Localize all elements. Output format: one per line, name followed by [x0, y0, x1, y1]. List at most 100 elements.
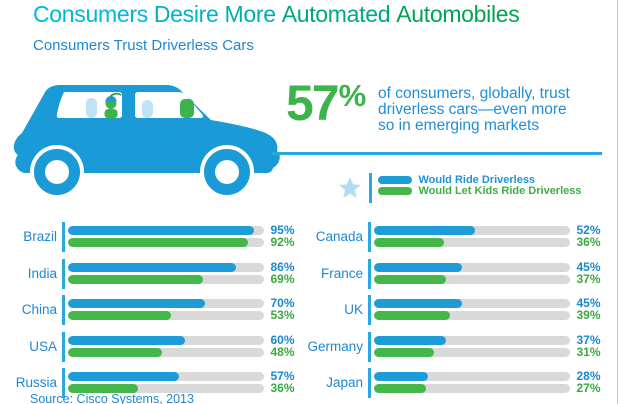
country-label: Japan: [326, 375, 363, 390]
bar-line: 57%: [67, 370, 295, 382]
bar-track: [373, 311, 570, 320]
bar-track: [67, 274, 264, 284]
kid-passenger: [104, 92, 122, 119]
title-word: Desire: [153, 1, 219, 27]
bar-group: 28% 27%: [373, 368, 601, 398]
country-label: India: [27, 265, 57, 281]
percent-label: 60%: [270, 332, 295, 347]
bar-track: [67, 238, 264, 247]
chart-row: India 86% 69%: [0, 258, 295, 289]
bar-group: 86% 69%: [67, 259, 295, 289]
bar-group: 95% 92%: [67, 222, 295, 252]
percent-label: 48%: [270, 344, 295, 359]
bar-fill-would-ride: [67, 372, 180, 381]
stat-description-line: of consumers, globally, trust: [378, 85, 570, 102]
bar-line: 36%: [373, 235, 601, 249]
percent-label: 31%: [576, 344, 601, 359]
percent-label: 92%: [270, 235, 295, 249]
bar-fill-would-let-kids: [373, 347, 435, 357]
front-wheel: [200, 145, 254, 199]
star-icon: [339, 177, 361, 198]
stat-description-line: driverless cars—even more: [378, 101, 567, 118]
bar-fill-would-let-kids: [67, 238, 248, 247]
bar-track: [67, 226, 264, 235]
chart-row: France 45% 37%: [306, 258, 601, 289]
bar-fill-would-let-kids: [373, 274, 447, 284]
bar-fill-would-ride: [373, 262, 462, 272]
bar-track: [373, 335, 570, 345]
driver-seat-green: [180, 99, 194, 118]
page-title: Consumers Desire More Automated Automobiles: [33, 1, 525, 28]
bar-line: 37%: [373, 334, 601, 346]
bar-fill-would-ride: [373, 226, 476, 235]
bar-chart-right-column: Canada 52% 36% France 45% 37% UK 45% 39% Germany 3…: [306, 222, 601, 404]
legend-item-label: Would Let Kids Ride Driverless: [418, 185, 582, 197]
bar-line: 27%: [373, 381, 601, 395]
bar-track: [67, 262, 264, 272]
bar-track: [67, 347, 264, 357]
bar-fill-would-ride: [373, 372, 429, 381]
rear-seat: [86, 98, 97, 118]
bar-line: 39%: [373, 308, 601, 322]
percent-label: 52%: [576, 223, 601, 237]
bar-track: [373, 226, 570, 235]
page-edge-border: [617, 0, 618, 404]
percent-label: 36%: [270, 381, 295, 395]
bar-line: 69%: [67, 271, 295, 286]
chart-row: UK 45% 39%: [306, 295, 601, 325]
bar-track: [373, 384, 570, 393]
rear-wheel: [30, 145, 84, 199]
side-mirror: [198, 121, 211, 129]
page-subtitle: Consumers Trust Driverless Cars: [33, 37, 254, 54]
bar-line: 28%: [373, 369, 601, 383]
bar-fill-would-let-kids: [67, 347, 162, 357]
percent-label: 39%: [576, 308, 601, 322]
horizontal-divider-line: [272, 152, 602, 155]
bar-line: 92%: [67, 235, 295, 249]
stat-description: of consumers, globally, trust driverless …: [378, 86, 570, 134]
bar-line: 86%: [67, 261, 295, 273]
country-label: Germany: [307, 338, 363, 354]
country-label: China: [21, 302, 57, 317]
bar-group: 52% 36%: [373, 222, 601, 252]
stat-percent-sign: %: [338, 78, 367, 113]
percent-label: 37%: [576, 271, 601, 286]
bar-line: 37%: [373, 271, 601, 286]
percent-label: 69%: [270, 271, 295, 286]
bar-fill-would-let-kids: [373, 238, 445, 247]
percent-label: 27%: [576, 381, 601, 395]
bar-fill-would-let-kids: [373, 384, 427, 393]
bar-line: 45%: [373, 261, 601, 273]
bar-fill-would-let-kids: [67, 274, 203, 284]
percent-label: 45%: [576, 296, 601, 310]
country-label: USA: [29, 338, 57, 354]
legend-key-swatch: [377, 187, 412, 195]
chart-row: China 70% 53%: [0, 295, 295, 325]
legend-items: Would Ride Driverless Would Let Kids Ride…: [377, 173, 582, 197]
chart-legend: Would Ride Driverless Would Let Kids Ride…: [337, 173, 582, 203]
bar-line: 45%: [373, 296, 601, 310]
row-axis-line: [62, 331, 65, 362]
stat-description-line: so in emerging markets: [378, 117, 540, 134]
percent-label: 36%: [576, 235, 601, 249]
bar-line: 48%: [67, 344, 295, 359]
bar-group: 70% 53%: [67, 295, 295, 325]
chart-row: Russia 57% 36%: [0, 368, 295, 398]
chart-row: Brazil 95% 92%: [0, 222, 295, 252]
chart-row: USA 60% 48%: [0, 331, 295, 362]
country-label: Russia: [15, 375, 57, 390]
percent-label: 70%: [270, 296, 295, 310]
bar-chart-left-column: Brazil 95% 92% India 86% 69% China 70% 53% USA 60%…: [0, 222, 295, 404]
bar-line: 95%: [67, 224, 295, 236]
title-word: Automobiles: [396, 1, 520, 27]
car-illustration: [13, 85, 280, 199]
row-axis-line: [368, 331, 371, 362]
legend-key-swatch: [377, 176, 412, 184]
bar-fill-would-ride: [67, 226, 254, 235]
bar-fill-would-ride: [373, 299, 462, 308]
title-word: Consumers: [33, 1, 148, 27]
bar-line: 53%: [67, 309, 295, 321]
percent-label: 28%: [576, 369, 601, 383]
bar-track: [373, 238, 570, 247]
bar-group: 37% 31%: [373, 332, 601, 362]
